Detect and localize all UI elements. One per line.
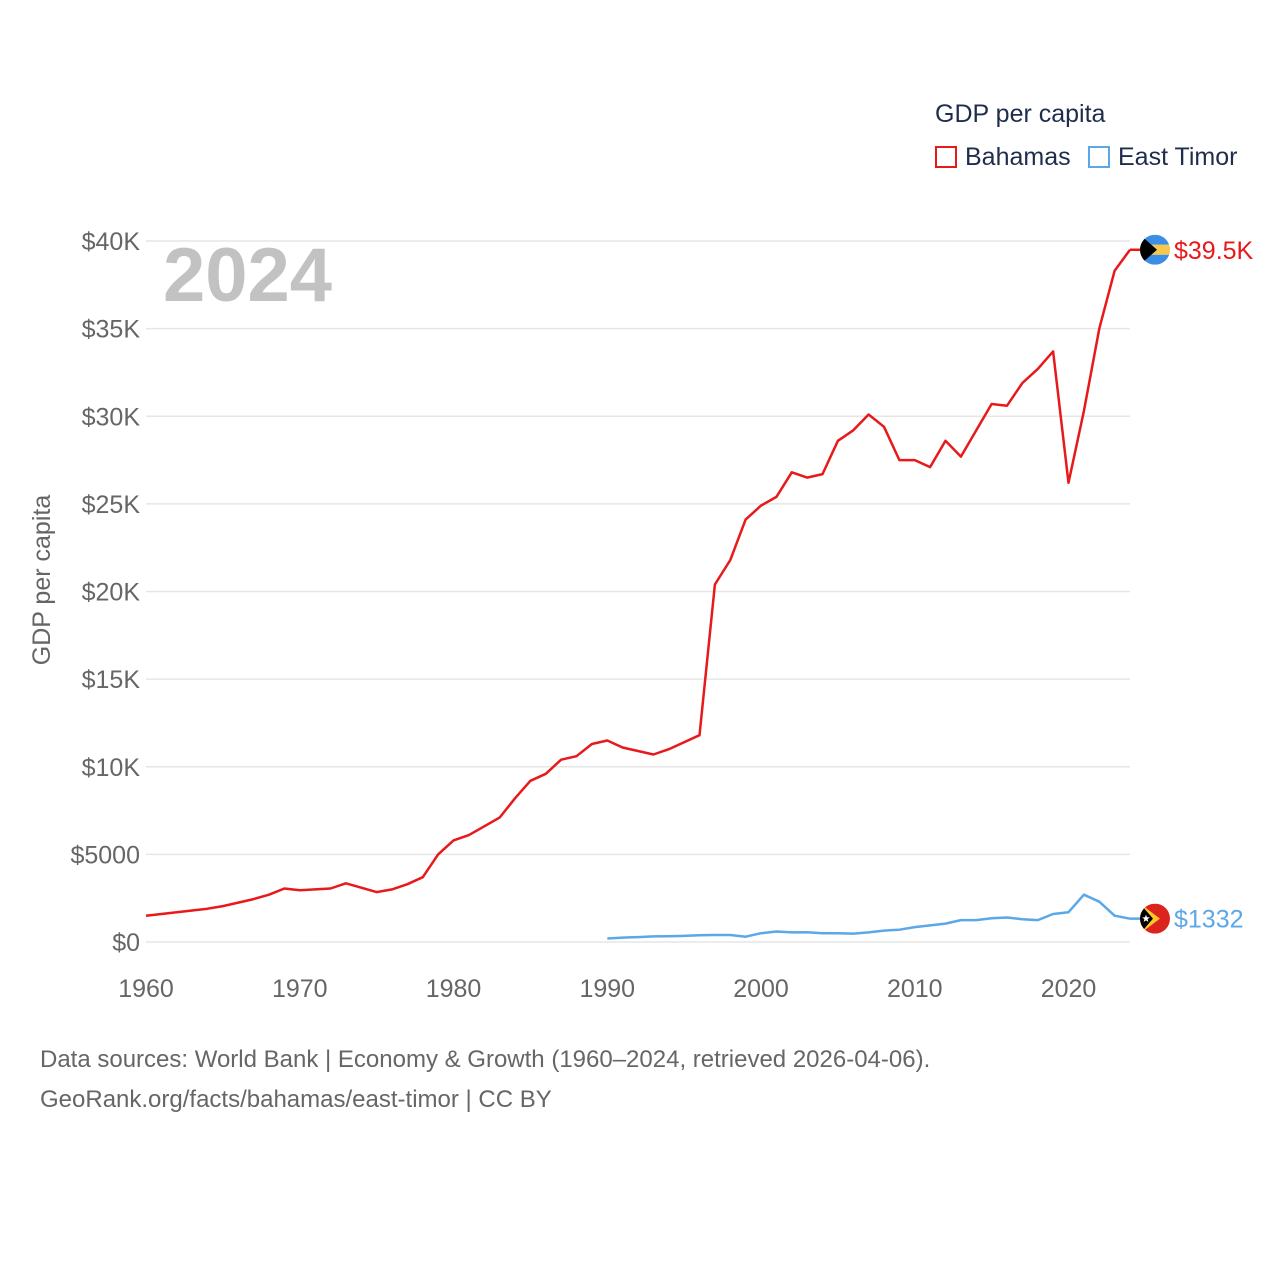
source-line-2[interactable]: GeoRank.org/facts/bahamas/east-timor | C…: [40, 1086, 552, 1113]
x-tick-label: 2010: [887, 975, 943, 1003]
y-tick-label: $35K: [82, 316, 141, 344]
legend-item-east-timor[interactable]: East Timor: [1088, 142, 1237, 172]
grid-lines: [146, 240, 1130, 943]
current-year-label: 2024: [163, 233, 333, 318]
y-tick-label: $0: [112, 929, 140, 957]
legend-title: GDP per capita: [935, 100, 1106, 128]
x-tick-label: 1990: [579, 975, 635, 1003]
y-tick-label: $30K: [82, 403, 141, 431]
y-tick-label: $20K: [82, 579, 141, 607]
legend-item-bahamas[interactable]: Bahamas: [935, 142, 1071, 172]
legend-label-east-timor: East Timor: [1118, 142, 1238, 171]
legend-swatch-bahamas: [935, 146, 957, 168]
flag-east-timor-icon: [1140, 903, 1170, 934]
x-tick-label: 2020: [1041, 975, 1097, 1003]
legend-swatch-east-timor: [1088, 146, 1110, 168]
x-tick-label: 1980: [426, 975, 482, 1003]
y-tick-labels: $0 $5000 $10K $15K $20K $25K $30K $35K $40K: [70, 228, 140, 957]
end-label-east-timor: $1332: [1174, 906, 1244, 934]
series-line-bahamas: [145, 249, 1132, 917]
end-label-bahamas: $39.5K: [1174, 237, 1254, 265]
y-tick-label: $5000: [70, 841, 140, 869]
y-tick-label: $40K: [82, 228, 141, 256]
x-tick-label: 1970: [272, 975, 328, 1003]
source-line-1: Data sources: World Bank | Economy & Gro…: [40, 1046, 931, 1073]
y-tick-label: $25K: [82, 491, 141, 519]
legend-label-bahamas: Bahamas: [965, 142, 1071, 171]
y-tick-label: $10K: [82, 754, 141, 782]
y-tick-label: $15K: [82, 666, 141, 694]
series-line-east-timor: [607, 893, 1131, 940]
x-tick-label: 2000: [733, 975, 789, 1003]
y-axis-label: GDP per capita: [28, 495, 56, 666]
series-end-markers: $39.5K $1332: [1130, 234, 1254, 934]
flag-bahamas-icon: [1140, 234, 1170, 265]
x-tick-labels: 1960 1970 1980 1990 2000 2010 2020: [118, 975, 1096, 1003]
x-tick-label: 1960: [118, 975, 174, 1003]
series-lines: [145, 249, 1132, 940]
